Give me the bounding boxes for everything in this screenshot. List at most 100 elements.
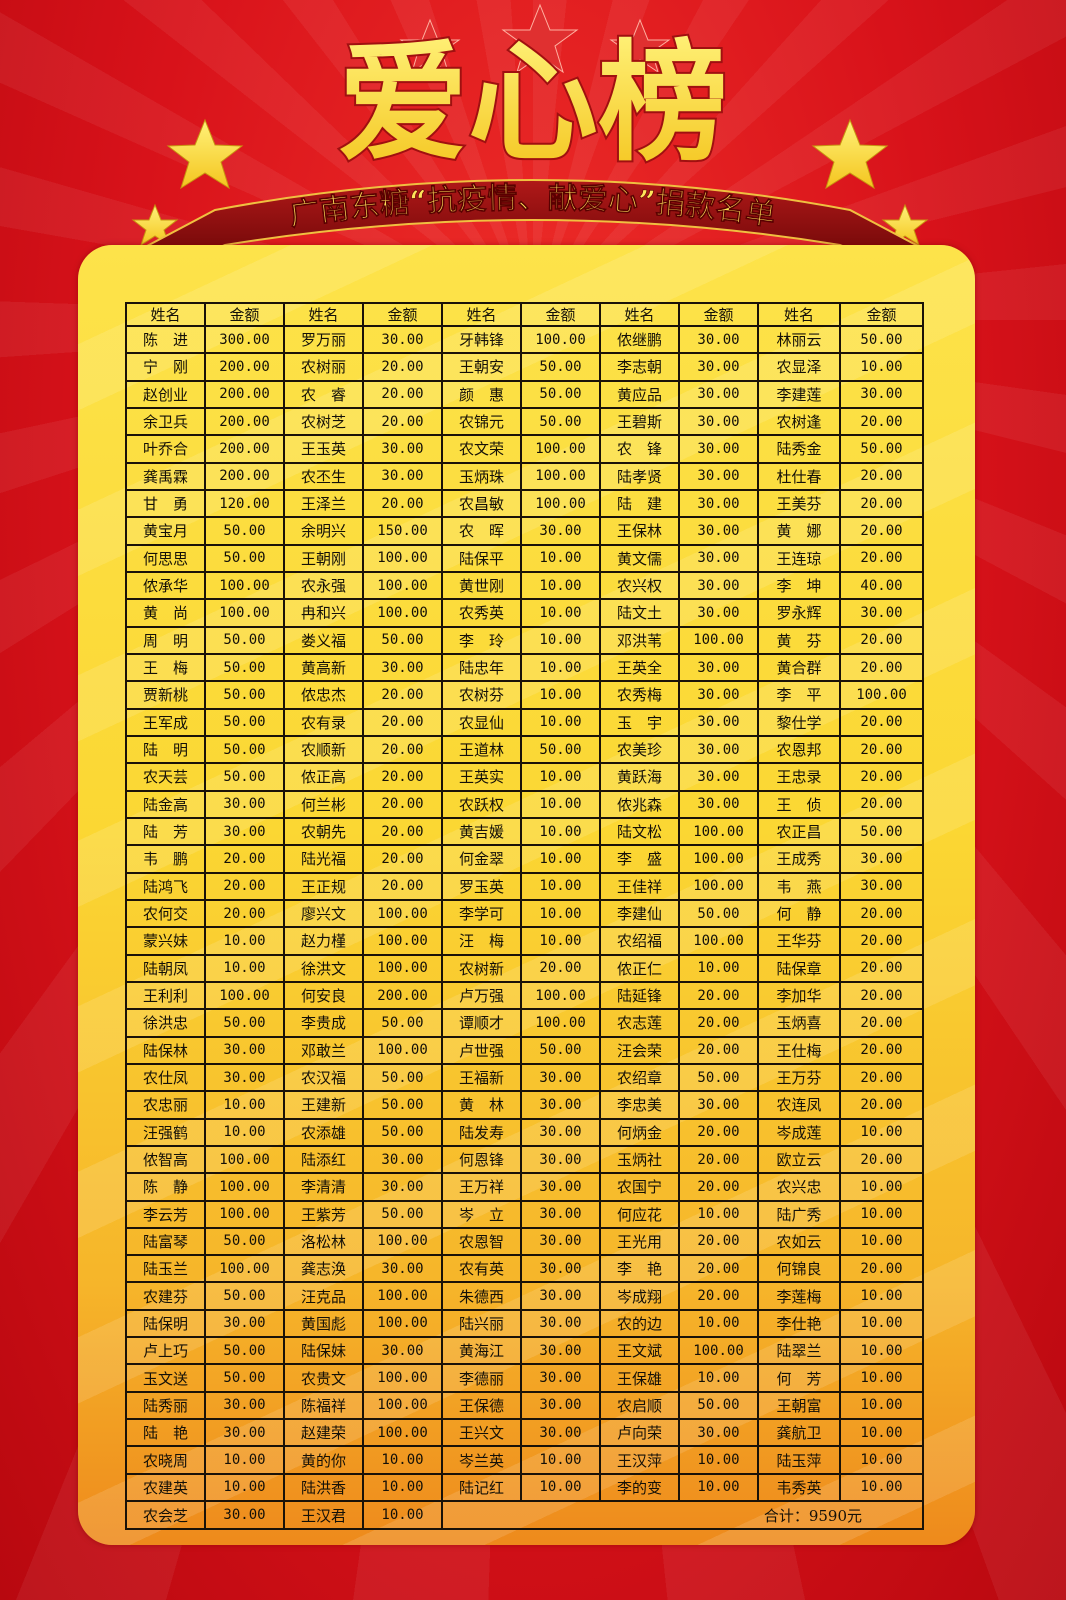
donation-amount: 100.00 <box>678 625 759 655</box>
donation-amount: 20.00 <box>839 762 924 792</box>
donor-name: 李的变 <box>599 1472 680 1503</box>
donation-amount: 10.00 <box>520 680 601 710</box>
donation-table: 姓名 金额 姓名 金额 姓名 金额 姓名 金额 姓名 金额 陈 进 300.00 罗万丽 30.00 牙韩… <box>125 302 924 1530</box>
donor-name: 王保雄 <box>599 1363 680 1393</box>
donation-amount: 200.00 <box>204 352 285 382</box>
donor-name: 李志朝 <box>599 352 680 382</box>
donor-name: 李云芳 <box>125 1199 206 1229</box>
donor-name: 韦秀英 <box>757 1472 841 1503</box>
donation-amount: 10.00 <box>520 816 601 847</box>
donation-amount: 10.00 <box>678 1308 759 1339</box>
donor-name: 王保德 <box>441 1390 522 1421</box>
donor-name: 王华芬 <box>757 926 841 956</box>
donation-amount: 100.00 <box>362 1363 443 1393</box>
donor-name: 农朝先 <box>283 816 364 847</box>
donation-amount: 30.00 <box>362 652 443 683</box>
donation-amount: 10.00 <box>839 1199 924 1229</box>
donation-amount: 50.00 <box>678 1062 759 1093</box>
donation-amount: 10.00 <box>520 543 601 573</box>
donor-name: 李加华 <box>757 980 841 1011</box>
donation-amount: 50.00 <box>204 625 285 655</box>
donor-name: 王佳祥 <box>599 871 680 901</box>
donor-name: 农兴权 <box>599 570 680 601</box>
donation-amount: 20.00 <box>839 1035 924 1065</box>
donation-amount: 30.00 <box>678 379 759 409</box>
donor-name: 农锦元 <box>441 406 522 437</box>
donor-name: 岑成翔 <box>599 1281 680 1311</box>
donation-amount: 50.00 <box>520 379 601 409</box>
donor-name: 玉炳社 <box>599 1144 680 1175</box>
donation-amount: 30.00 <box>678 406 759 437</box>
donor-name: 农树新 <box>441 953 522 983</box>
donation-amount: 20.00 <box>362 762 443 792</box>
table-row: 贾新桃 50.00 侬忠杰 20.00 农树芬 10.00 农秀梅 30.00 李 平 100.0… <box>125 680 924 710</box>
donation-amount: 20.00 <box>839 734 924 765</box>
donation-amount: 20.00 <box>839 707 924 737</box>
donation-amount: 50.00 <box>362 1062 443 1093</box>
donation-amount: 20.00 <box>362 789 443 819</box>
header-name: 姓名 <box>283 302 364 327</box>
donation-amount: 100.00 <box>678 816 759 847</box>
donation-amount: 100.00 <box>362 926 443 956</box>
donor-name: 王文斌 <box>599 1336 680 1366</box>
donor-name: 玉炳喜 <box>757 1008 841 1038</box>
donor-name: 农树逢 <box>757 406 841 437</box>
donor-name: 农贵文 <box>283 1363 364 1393</box>
donation-amount: 100.00 <box>362 898 443 929</box>
donation-amount: 50.00 <box>520 406 601 437</box>
donation-amount: 20.00 <box>362 379 443 409</box>
donation-amount: 50.00 <box>204 652 285 683</box>
donor-name: 侬兆森 <box>599 789 680 819</box>
table-row: 叶乔合 200.00 王玉英 30.00 农文荣 100.00 农 锋 30.00 陆秀金 50.… <box>125 434 924 464</box>
donation-amount: 30.00 <box>678 707 759 737</box>
donor-name: 黄高新 <box>283 652 364 683</box>
donor-name: 农启顺 <box>599 1390 680 1421</box>
table-row: 韦 鹏 20.00 陆光福 20.00 何金翠 10.00 李 盛 100.00 王成秀 30.0… <box>125 844 924 874</box>
donation-amount: 30.00 <box>678 516 759 546</box>
donor-name: 汪强鹤 <box>125 1117 206 1147</box>
donation-amount: 40.00 <box>839 570 924 601</box>
donation-amount: 10.00 <box>839 1472 924 1503</box>
donation-amount: 50.00 <box>678 898 759 929</box>
donor-name: 陆保平 <box>441 543 522 573</box>
donation-amount: 30.00 <box>362 434 443 464</box>
donation-amount: 50.00 <box>839 324 924 355</box>
donor-name: 赵力槿 <box>283 926 364 956</box>
donor-name: 李学可 <box>441 898 522 929</box>
donation-amount: 10.00 <box>839 352 924 382</box>
donor-name: 农汉福 <box>283 1062 364 1093</box>
donor-name: 侬正高 <box>283 762 364 792</box>
table-row: 余卫兵 200.00 农树芝 20.00 农锦元 50.00 王碧斯 30.00 农树逢 20.0… <box>125 406 924 437</box>
donor-name: 何兰彬 <box>283 789 364 819</box>
donation-amount: 20.00 <box>678 1281 759 1311</box>
donor-name: 王成秀 <box>757 844 841 874</box>
donor-name: 何锦良 <box>757 1254 841 1284</box>
donor-name: 侬承华 <box>125 570 206 601</box>
donor-name: 王建新 <box>283 1090 364 1120</box>
donation-amount: 10.00 <box>204 1445 285 1475</box>
donation-amount: 30.00 <box>678 488 759 519</box>
donor-name: 农何交 <box>125 898 206 929</box>
table-row: 赵创业 200.00 农 睿 20.00 颜 惠 50.00 黄应品 30.00 李建莲 30.0… <box>125 379 924 409</box>
donation-amount: 50.00 <box>204 516 285 546</box>
donor-name: 贾新桃 <box>125 680 206 710</box>
donation-amount: 100.00 <box>204 1172 285 1202</box>
donor-name: 陆延锋 <box>599 980 680 1011</box>
donation-amount: 20.00 <box>362 488 443 519</box>
donor-name: 黄应品 <box>599 379 680 409</box>
donation-amount: 10.00 <box>839 1226 924 1257</box>
donor-name: 王利利 <box>125 980 206 1011</box>
donor-name: 黄宝月 <box>125 516 206 546</box>
table-row: 陆金高 30.00 何兰彬 20.00 农跃权 10.00 侬兆森 30.00 王 侦 20.00 <box>125 789 924 819</box>
donation-amount: 30.00 <box>520 516 601 546</box>
donor-name: 陆发寿 <box>441 1117 522 1147</box>
donor-name: 谭顺才 <box>441 1008 522 1038</box>
donation-amount: 30.00 <box>520 1226 601 1257</box>
donor-name: 农永强 <box>283 570 364 601</box>
donor-name: 王碧斯 <box>599 406 680 437</box>
table-row: 陆 艳 30.00 赵建荣 100.00 王兴文 30.00 卢向荣 30.00 龚航卫 10.0… <box>125 1418 924 1448</box>
donor-name: 黄文儒 <box>599 543 680 573</box>
donor-name: 何思思 <box>125 543 206 573</box>
donation-amount: 30.00 <box>839 598 924 628</box>
donation-amount: 200.00 <box>204 406 285 437</box>
